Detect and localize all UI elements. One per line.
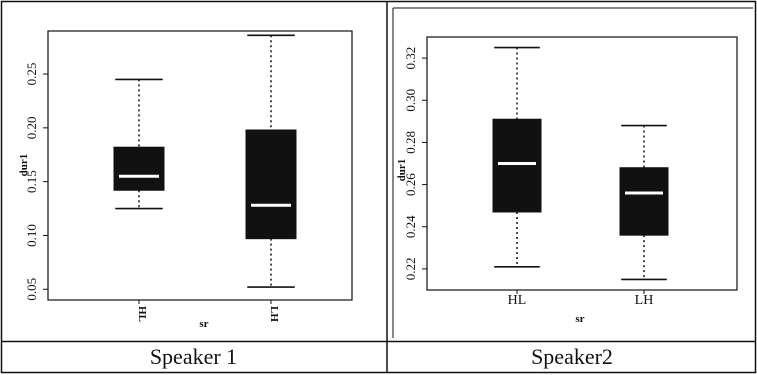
y-tick-label: 0.10 xyxy=(24,224,39,247)
y-tick-label: 0.32 xyxy=(403,47,418,70)
box-hl xyxy=(492,118,542,213)
x-tick-label: HL xyxy=(136,306,148,322)
y-tick-label: 0.28 xyxy=(403,131,418,154)
box-lh xyxy=(245,129,297,240)
x-axis-label: sr xyxy=(199,318,208,330)
plot-frame xyxy=(426,36,738,291)
boxplot-panel-speaker-2: 0.22 0.24 0.26 0.28 0.30 0.32 HL LH sr dur1 xyxy=(396,36,738,325)
y-tick-label: 0.22 xyxy=(403,258,418,281)
y-axis-label: dur1 xyxy=(396,159,408,182)
plot-frame xyxy=(47,30,353,301)
y-axis-label: dur1 xyxy=(18,154,30,177)
box-hl xyxy=(113,146,165,191)
x-tick-label: LH xyxy=(268,306,280,322)
caption-speaker-1: Speaker 1 xyxy=(149,343,238,369)
y-tick-label: 0.05 xyxy=(24,278,39,301)
y-tick-label: 0.26 xyxy=(403,173,418,196)
y-tick-label: 0.30 xyxy=(403,89,418,112)
x-tick-label: HL xyxy=(508,293,527,308)
y-tick-label: 0.24 xyxy=(403,215,418,238)
y-tick-label: 0.25 xyxy=(24,63,39,86)
x-tick-label: LH xyxy=(635,293,654,308)
boxplot-panel-speaker-1: 0.05 0.10 0.15 0.20 0.25 HL LH sr dur1 xyxy=(18,30,353,330)
y-tick-label: 0.15 xyxy=(24,170,39,193)
x-axis-label: sr xyxy=(575,313,584,325)
y-tick-label: 0.20 xyxy=(24,116,39,139)
caption-speaker-2: Speaker2 xyxy=(531,343,613,369)
box-lh xyxy=(619,167,669,236)
